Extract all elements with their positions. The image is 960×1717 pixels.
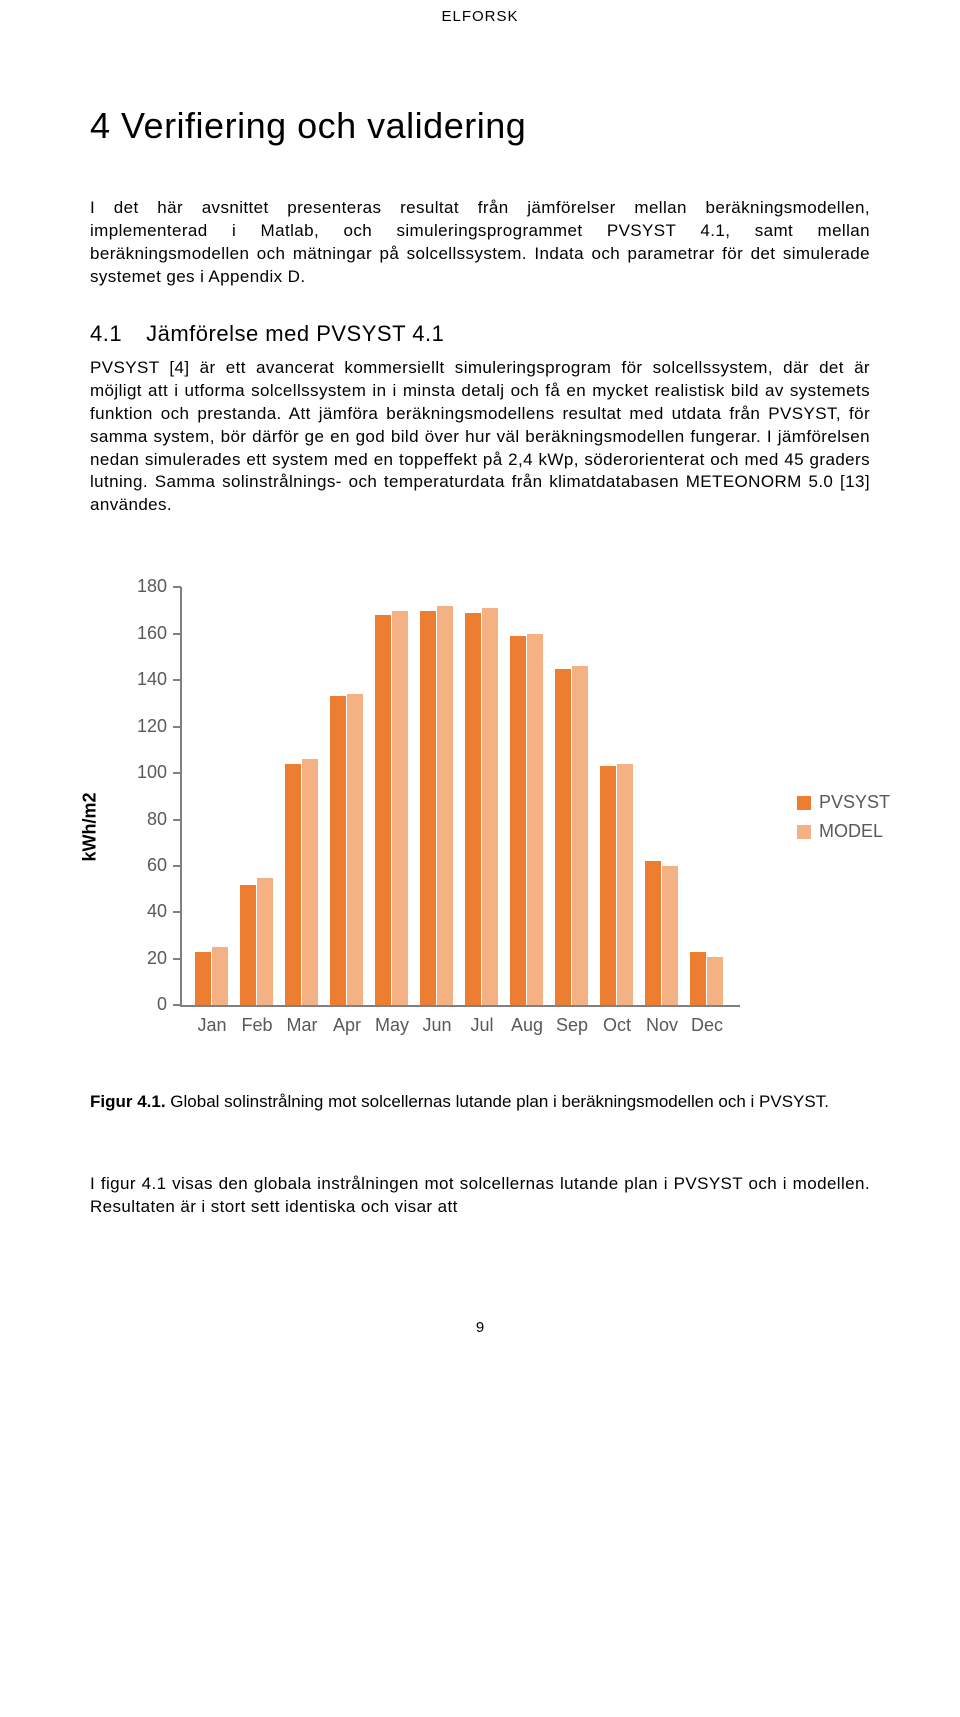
bar-model [347,694,363,1005]
closing-paragraph: I figur 4.1 visas den globala instrålnin… [90,1173,870,1219]
bar-model [482,608,498,1005]
x-tick-label: Jan [197,1015,226,1036]
y-tick-label: 60 [120,855,167,876]
bar-pvsyst [645,861,661,1005]
x-tick-label: Apr [333,1015,361,1036]
bar-model [662,866,678,1005]
x-tick-label: Jun [422,1015,451,1036]
bar-pvsyst [600,766,616,1005]
bar-pvsyst [375,615,391,1005]
running-header: ELFORSK [90,0,870,85]
subsection-heading: 4.1 Jämförelse med PVSYST 4.1 [90,321,870,347]
bar-pvsyst [330,696,346,1005]
x-tick-label: Nov [646,1015,678,1036]
bar-pvsyst [510,636,526,1005]
legend-item-model: MODEL [797,821,890,842]
bar-pvsyst [465,613,481,1005]
y-tick-label: 80 [120,809,167,830]
page-number: 9 [90,1319,870,1336]
legend-item-pvsyst: PVSYST [797,792,890,813]
subsection-paragraph: PVSYST [4] är ett avancerat kommersiellt… [90,357,870,518]
bar-pvsyst [240,885,256,1006]
plot-area [182,587,740,1005]
x-tick-label: Jul [470,1015,493,1036]
bar-pvsyst [195,952,211,1005]
y-tick [173,865,181,867]
y-tick-label: 180 [120,576,167,597]
x-tick-label: Oct [603,1015,631,1036]
bar-chart: kWh/m2 PVSYST MODEL 02040608010012014016… [120,577,840,1077]
bar-pvsyst [285,764,301,1006]
y-tick [173,958,181,960]
y-tick-label: 0 [120,994,167,1015]
subsection-title: Jämförelse med PVSYST 4.1 [146,321,444,346]
y-tick [173,1004,181,1006]
section-title: 4 Verifiering och validering [90,105,870,147]
y-tick-label: 140 [120,669,167,690]
bar-model [617,764,633,1006]
x-tick-label: Feb [241,1015,272,1036]
y-tick-label: 120 [120,716,167,737]
figure-caption: Figur 4.1. Global solinstrålning mot sol… [90,1091,870,1113]
y-tick-label: 160 [120,623,167,644]
bar-model [572,666,588,1005]
legend-label-pvsyst: PVSYST [819,792,890,813]
page: ELFORSK 4 Verifiering och validering I d… [0,0,960,1416]
bar-model [212,947,228,1005]
x-tick-label: May [375,1015,409,1036]
x-tick-label: Mar [287,1015,318,1036]
x-tick-label: Dec [691,1015,723,1036]
y-tick-label: 40 [120,901,167,922]
bar-model [707,957,723,1006]
legend-swatch-pvsyst [797,796,811,810]
y-tick [173,586,181,588]
x-tick-label: Aug [511,1015,543,1036]
bar-model [392,611,408,1006]
bar-model [437,606,453,1005]
legend-label-model: MODEL [819,821,883,842]
y-tick [173,633,181,635]
x-tick-label: Sep [556,1015,588,1036]
bar-model [302,759,318,1005]
x-axis-line [180,1005,740,1007]
y-tick [173,911,181,913]
chart-wrapper: kWh/m2 PVSYST MODEL 02040608010012014016… [90,577,870,1113]
y-tick [173,819,181,821]
y-tick [173,772,181,774]
y-tick-label: 100 [120,762,167,783]
bar-pvsyst [420,611,436,1006]
subsection-number: 4.1 [90,321,122,347]
bar-pvsyst [690,952,706,1005]
figure-label: Figur 4.1. [90,1092,166,1111]
chart-legend: PVSYST MODEL [797,784,890,850]
y-tick [173,679,181,681]
bar-model [527,634,543,1006]
y-tick [173,726,181,728]
intro-paragraph: I det här avsnittet presenteras resultat… [90,197,870,289]
bar-model [257,878,273,1006]
bar-pvsyst [555,669,571,1006]
y-tick-label: 20 [120,948,167,969]
legend-swatch-model [797,825,811,839]
figure-caption-text: Global solinstrålning mot solcellernas l… [166,1092,829,1111]
y-axis-title: kWh/m2 [80,793,101,862]
